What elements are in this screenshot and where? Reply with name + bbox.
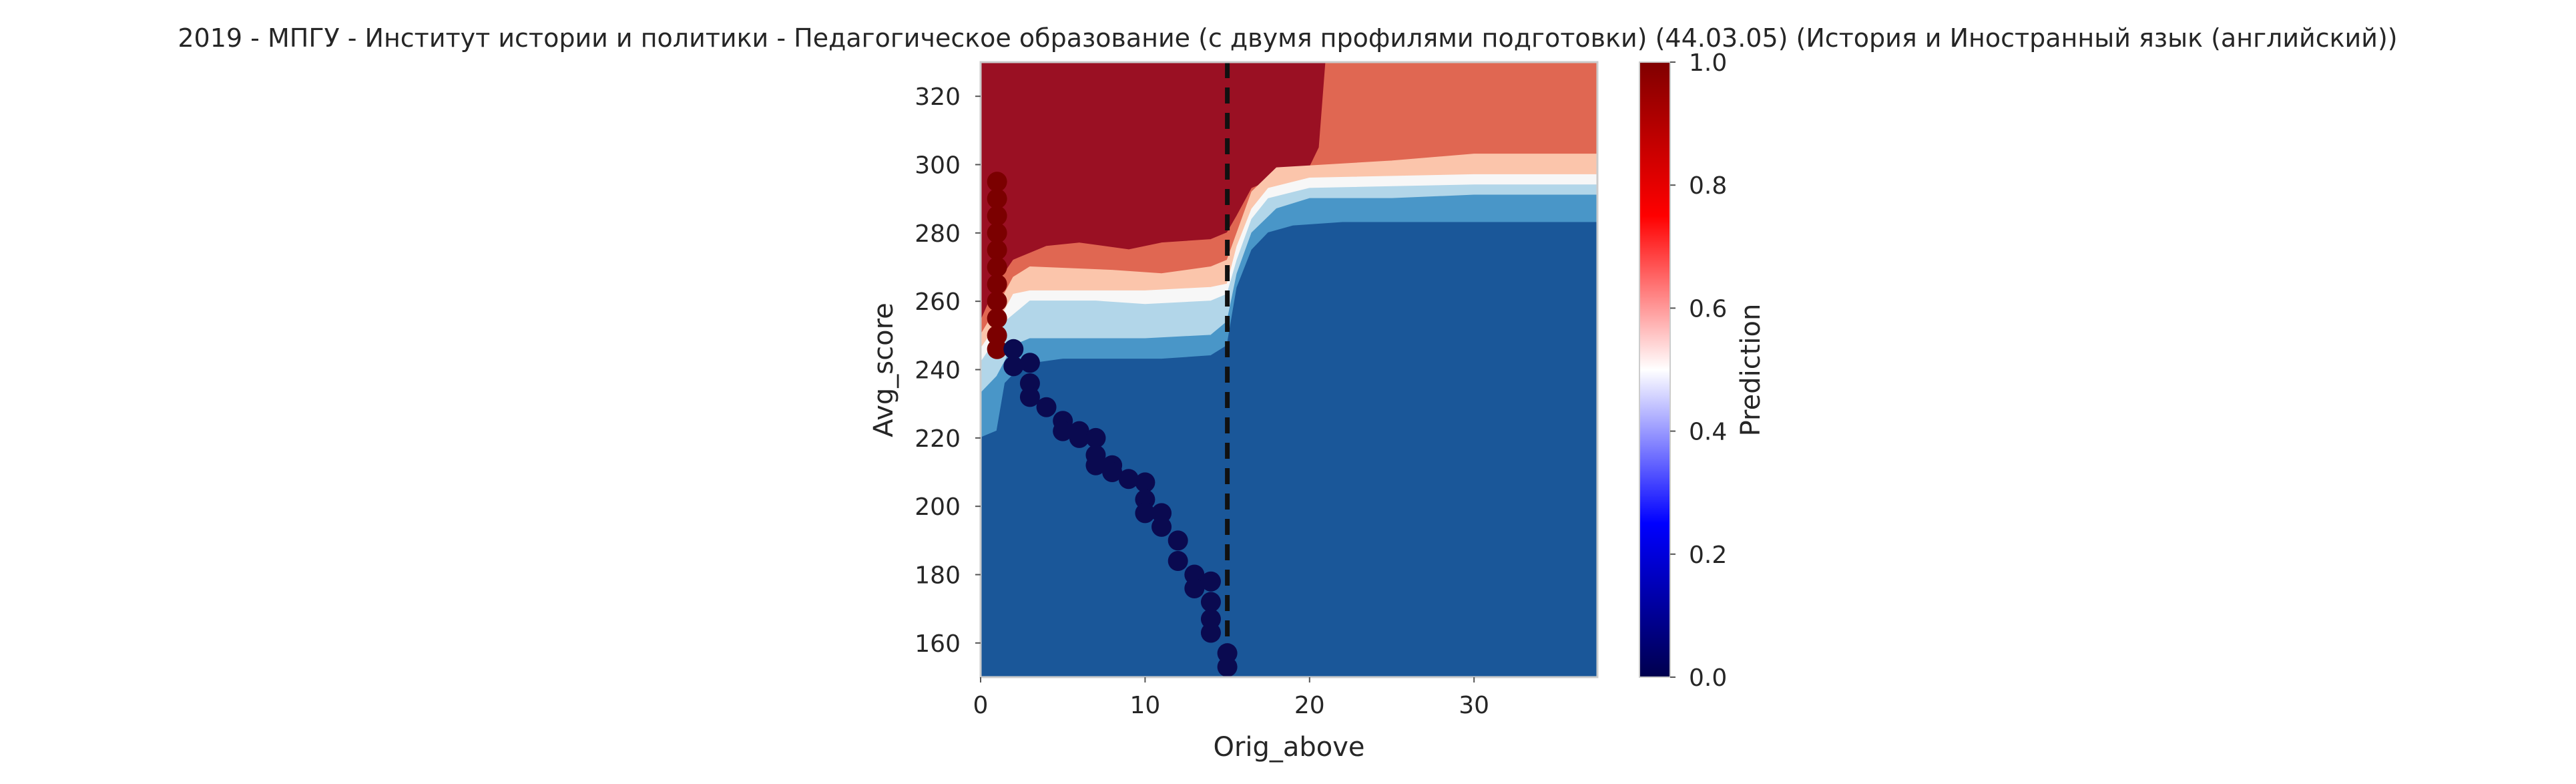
colorbar-tick-label: 0.8 [1689, 172, 1727, 200]
scatter-point [987, 291, 1007, 312]
y-tick-label: 220 [915, 425, 961, 453]
x-tick-label: 20 [1294, 692, 1325, 719]
colorbar-ticks: 0.0 0.2 0.4 0.6 0.8 1.0 [1670, 49, 1727, 692]
scatter-point [1102, 462, 1123, 482]
colorbar-tick-label: 0.2 [1689, 542, 1727, 569]
x-tick-label: 10 [1129, 692, 1160, 719]
scatter-point [1003, 356, 1024, 377]
scatter-point [987, 206, 1007, 226]
scatter-point [1053, 421, 1073, 441]
x-tick-label: 0 [973, 692, 989, 719]
scatter-points [987, 172, 1238, 677]
scatter-point [1200, 592, 1221, 612]
colorbar: 0.0 0.2 0.4 0.6 0.8 1.0 Prediction [1639, 49, 1766, 692]
colorbar-tick-label: 1.0 [1689, 49, 1727, 77]
scatter-point [1118, 469, 1139, 489]
scatter-point [1085, 455, 1106, 475]
colorbar-label: Prediction [1736, 304, 1766, 437]
x-axis-ticks: 0 10 20 30 [973, 677, 1489, 719]
scatter-point [1019, 387, 1040, 407]
scatter-point [987, 257, 1007, 277]
band-deep-blue [981, 222, 1597, 677]
colorbar-tick-label: 0.0 [1689, 664, 1727, 692]
plot-area [979, 61, 1599, 678]
scatter-point [1135, 503, 1155, 524]
scatter-point [987, 172, 1007, 192]
scatter-point [1003, 339, 1024, 359]
y-tick-label: 180 [915, 562, 961, 590]
scatter-point [987, 188, 1007, 209]
scatter-point [987, 240, 1007, 260]
contour-field [981, 62, 1597, 677]
colorbar-tick-label: 0.4 [1689, 419, 1727, 446]
scatter-point [1085, 427, 1106, 448]
scatter-point [1135, 472, 1155, 493]
scatter-point [1036, 397, 1057, 417]
scatter-point [1217, 656, 1238, 677]
scatter-point [1019, 353, 1040, 373]
y-tick-label: 320 [915, 83, 961, 111]
y-tick-label: 300 [915, 152, 961, 180]
colorbar-gradient [1639, 61, 1671, 678]
scatter-point [1151, 516, 1172, 537]
x-tick-label: 30 [1459, 692, 1489, 719]
chart-title: 2019 - МПГУ - Институт истории и политик… [178, 23, 2397, 53]
scatter-point [1069, 427, 1089, 448]
scatter-point [1200, 571, 1221, 592]
scatter-point [1200, 622, 1221, 643]
scatter-point [987, 222, 1007, 243]
scatter-point [987, 274, 1007, 295]
colorbar-tick-label: 0.6 [1689, 295, 1727, 323]
y-tick-label: 280 [915, 220, 961, 248]
scatter-point [1168, 530, 1188, 551]
y-axis-label: Avg_score [868, 303, 899, 437]
y-tick-label: 200 [915, 494, 961, 521]
x-axis-label: Orig_above [1213, 732, 1364, 763]
y-tick-label: 240 [915, 357, 961, 385]
scatter-point [1184, 578, 1205, 598]
scatter-point [987, 339, 1007, 359]
scatter-point [987, 308, 1007, 329]
y-tick-label: 160 [915, 630, 961, 658]
y-tick-label: 260 [915, 288, 961, 316]
scatter-point [1168, 551, 1188, 572]
y-axis-ticks: 160 180 200 220 240 260 280 300 320 [915, 83, 981, 658]
